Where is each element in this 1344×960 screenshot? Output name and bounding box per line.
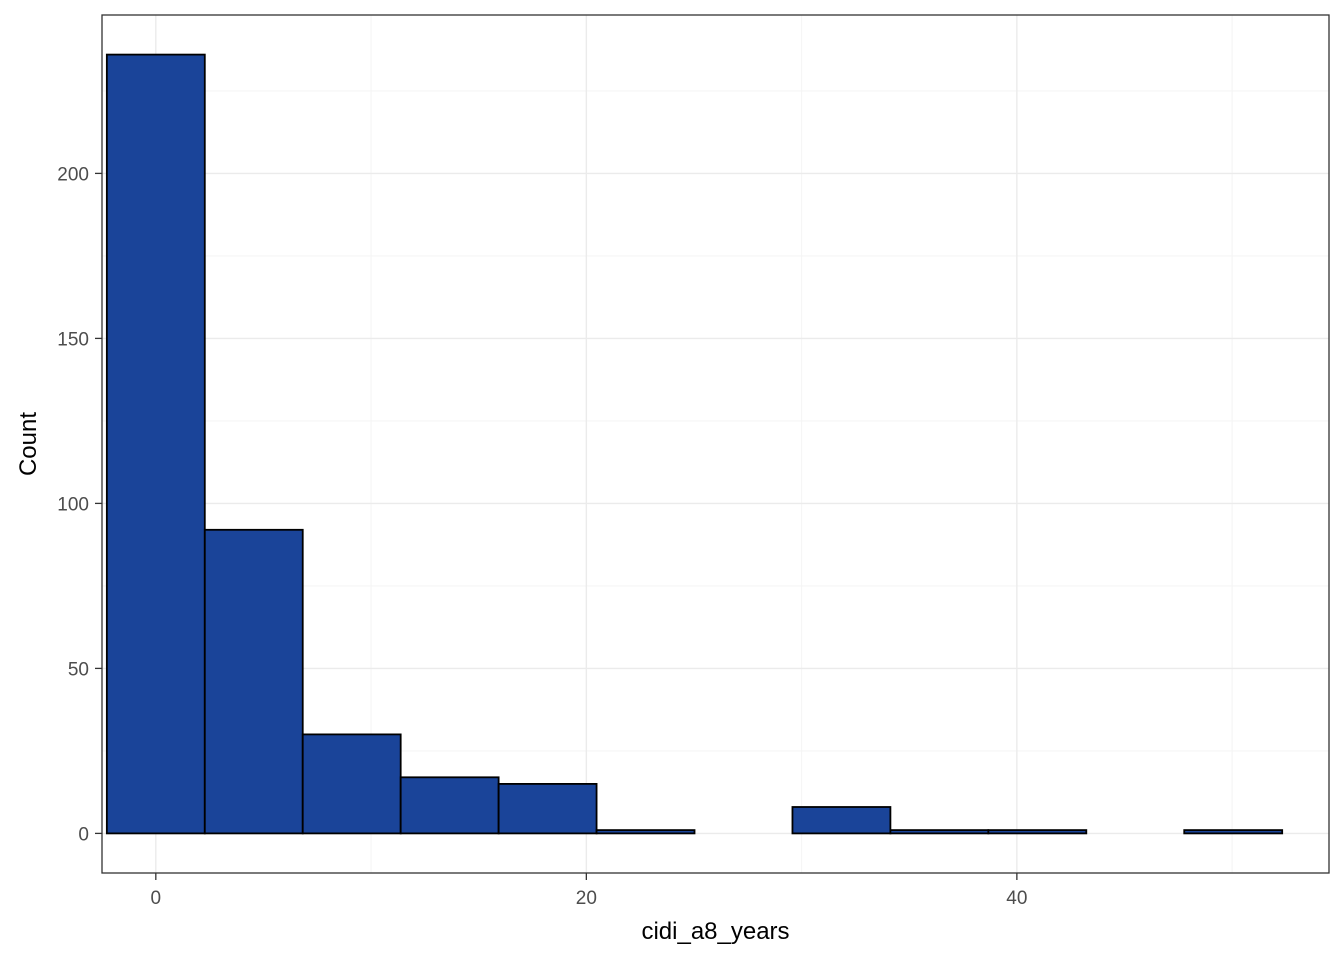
histogram-bar — [791, 806, 892, 835]
histogram-bar — [203, 528, 304, 835]
histogram-bar — [105, 53, 206, 835]
y-tick-label: 100 — [57, 494, 89, 515]
x-axis-title: cidi_a8_years — [641, 918, 789, 945]
axis-ticks — [95, 172, 1018, 880]
histogram-bar — [301, 733, 402, 835]
y-tick-label: 200 — [57, 164, 89, 185]
panel-border — [101, 14, 1330, 874]
histogram-bar — [595, 829, 696, 835]
y-tick-label: 0 — [78, 824, 89, 845]
x-tick-label: 0 — [151, 888, 162, 909]
histogram-bar — [1183, 829, 1284, 835]
histogram-bar — [497, 783, 598, 835]
tick-labels: 0 20 40 0 50 100 150 200 — [57, 164, 1027, 909]
x-tick-label: 40 — [1006, 888, 1027, 909]
y-tick-label: 150 — [57, 329, 89, 350]
histogram-bars — [105, 53, 1284, 835]
y-axis-title: Count — [15, 412, 42, 476]
histogram-bar — [987, 829, 1088, 835]
y-tick-label: 50 — [68, 659, 89, 680]
histogram-bar — [399, 776, 500, 835]
histogram-bar — [889, 829, 990, 835]
x-tick-label: 20 — [576, 888, 597, 909]
